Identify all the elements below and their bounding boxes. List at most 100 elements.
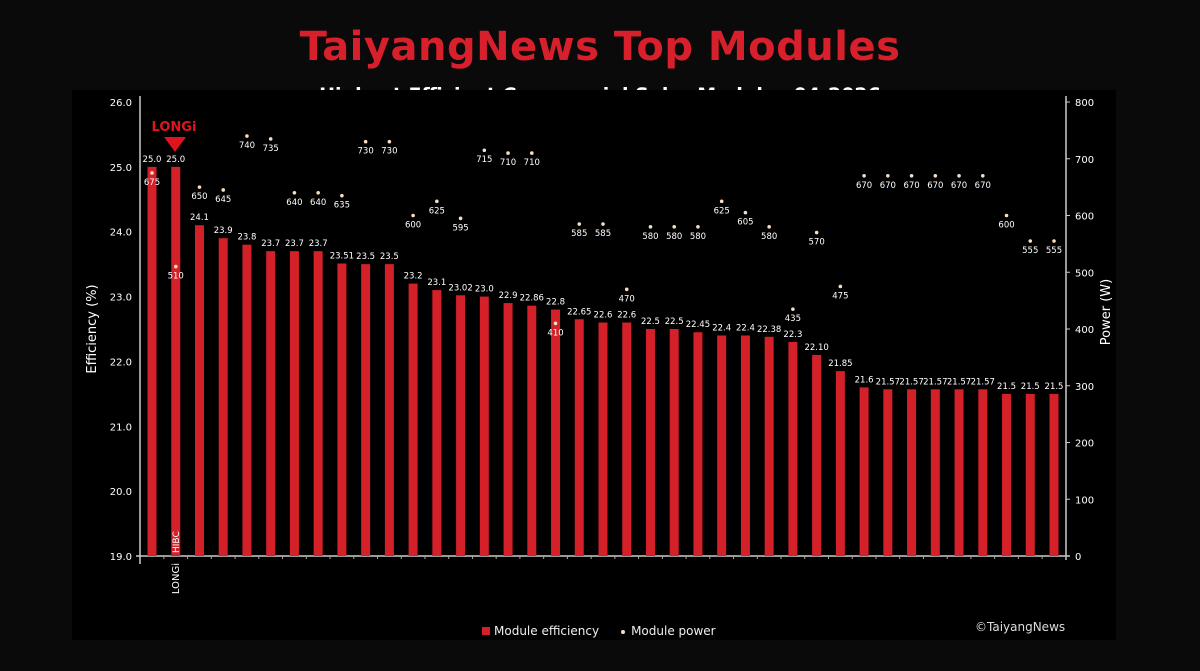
- highlight-product-label: HIBC: [172, 531, 182, 553]
- power-point: [672, 225, 677, 229]
- power-point: [577, 222, 582, 226]
- power-data-label: 600: [998, 221, 1014, 231]
- y2-tick-label: 400: [1075, 325, 1094, 336]
- power-data-label: 715: [476, 155, 492, 165]
- efficiency-bar: [384, 264, 394, 556]
- power-data-label: 645: [215, 195, 231, 205]
- efficiency-data-label: 23.2: [404, 272, 423, 282]
- power-data-label: 670: [856, 181, 872, 191]
- efficiency-data-label: 23.5: [380, 252, 399, 262]
- power-data-label: 595: [452, 223, 468, 233]
- y-tick-label: 20.0: [110, 487, 132, 498]
- efficiency-data-label: 24.1: [190, 213, 209, 223]
- power-point: [624, 287, 629, 292]
- efficiency-bar: [574, 319, 584, 556]
- efficiency-data-label: 21.5: [1021, 382, 1040, 392]
- power-point: [458, 216, 463, 221]
- power-data-label: 670: [880, 181, 896, 191]
- legend-label: Module efficiency: [494, 624, 600, 638]
- power-point: [696, 225, 700, 229]
- efficiency-data-label: 21.85: [828, 359, 852, 369]
- y2-tick-label: 600: [1075, 212, 1094, 223]
- y-tick-label: 25.0: [110, 163, 132, 174]
- page-title: TaiyangNews Top Modules: [299, 24, 901, 70]
- power-data-label: 410: [547, 328, 563, 338]
- efficiency-bar: [456, 295, 466, 556]
- efficiency-data-label: 21.57: [876, 377, 900, 387]
- power-point: [862, 173, 866, 178]
- efficiency-bar: [527, 305, 537, 556]
- efficiency-bar: [859, 387, 869, 556]
- y-tick-label: 26.0: [110, 98, 132, 109]
- efficiency-data-label: 22.5: [665, 317, 684, 327]
- efficiency-bar: [266, 251, 276, 556]
- efficiency-bar: [764, 336, 774, 556]
- power-point: [838, 284, 843, 289]
- power-data-label: 730: [381, 147, 397, 157]
- efficiency-data-label: 23.1: [427, 278, 446, 288]
- power-data-label: 625: [429, 206, 445, 216]
- plot-background: [72, 90, 1116, 640]
- power-data-label: 710: [524, 158, 540, 168]
- efficiency-data-label: 22.4: [736, 323, 755, 333]
- power-point: [1052, 239, 1056, 243]
- efficiency-bar: [907, 389, 917, 556]
- efficiency-data-label: 23.7: [261, 239, 280, 249]
- power-point: [221, 188, 226, 192]
- efficiency-data-label: 23.5: [356, 252, 375, 262]
- power-data-label: 510: [168, 272, 184, 282]
- efficiency-data-label: 22.86: [520, 294, 544, 304]
- efficiency-data-label: 25.0: [166, 155, 185, 165]
- efficiency-data-label: 22.65: [567, 307, 591, 317]
- category-label-longi: LONGi: [171, 563, 182, 594]
- y2-tick-label: 300: [1075, 382, 1094, 393]
- copyright: ©TaiyangNews: [975, 620, 1066, 634]
- efficiency-bar: [954, 389, 964, 556]
- highlight-brand-logo: LONGi: [152, 120, 197, 135]
- legend-item-power: Module power: [621, 624, 716, 638]
- legend: Module efficiency Module power: [482, 624, 716, 638]
- power-point: [791, 307, 795, 311]
- power-data-label: 585: [595, 229, 611, 239]
- efficiency-bar: [479, 296, 489, 556]
- power-data-label: 585: [571, 229, 587, 239]
- efficiency-data-label: 22.6: [617, 311, 636, 321]
- power-point: [316, 191, 320, 195]
- efficiency-bar: [194, 225, 204, 556]
- efficiency-data-label: 22.9: [499, 291, 518, 301]
- y-axis-label: Efficiency (%): [85, 284, 100, 373]
- efficiency-data-label: 21.6: [855, 375, 874, 385]
- power-data-label: 740: [239, 141, 255, 151]
- efficiency-bar: [313, 251, 323, 556]
- efficiency-bar: [835, 371, 845, 556]
- power-point: [411, 213, 415, 218]
- power-point: [553, 321, 558, 326]
- power-point: [767, 225, 771, 229]
- efficiency-bar: [361, 264, 371, 556]
- power-point: [933, 173, 938, 178]
- efficiency-data-label: 22.38: [757, 325, 781, 335]
- efficiency-data-label: 23.51: [330, 251, 354, 261]
- power-point: [173, 264, 178, 269]
- power-point: [743, 210, 748, 215]
- power-data-label: 730: [358, 147, 374, 157]
- efficiency-bar: [432, 290, 442, 556]
- power-point: [1004, 213, 1009, 218]
- efficiency-bar: [147, 166, 157, 556]
- efficiency-data-label: 21.5: [997, 382, 1016, 392]
- efficiency-bar: [693, 332, 703, 556]
- power-data-label: 555: [1022, 246, 1038, 256]
- highlight-arrow-icon: [164, 137, 186, 152]
- power-point: [268, 137, 273, 141]
- power-point: [435, 199, 439, 204]
- efficiency-data-label: 21.57: [899, 377, 923, 387]
- power-point: [245, 134, 249, 138]
- efficiency-bar: [551, 309, 561, 556]
- y2-tick-label: 700: [1075, 155, 1094, 166]
- power-data-label: 470: [619, 294, 635, 304]
- efficiency-data-label: 21.57: [923, 377, 947, 387]
- efficiency-bar: [1002, 393, 1012, 556]
- power-data-label: 735: [263, 144, 279, 154]
- efficiency-data-label: 21.5: [1045, 382, 1064, 392]
